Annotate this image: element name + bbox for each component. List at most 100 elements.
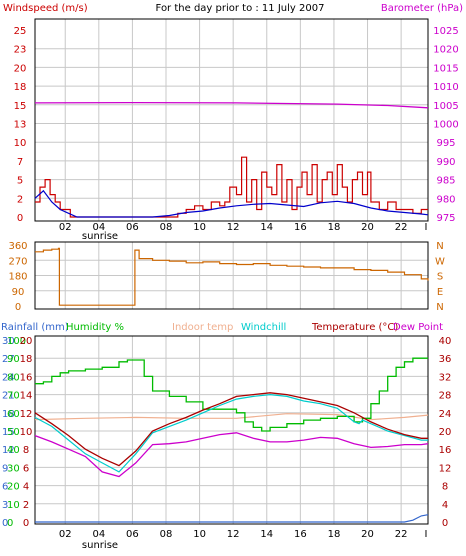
temperature-right-tick-4: 16 (439, 445, 452, 456)
legend-humidity: Humidity % (66, 322, 124, 333)
wind-left-tick-8: 20 (14, 63, 27, 74)
humidity-line (35, 357, 428, 432)
direction-right-tick-2: S (437, 272, 443, 283)
wind-right-tick-1: 980 (436, 194, 455, 205)
wind-xtick-02: 02 (59, 222, 72, 233)
direction-left-tick-2: 180 (8, 272, 27, 283)
temperature-right-tick-2: 8 (442, 482, 448, 493)
temp-tick-4: 8 (23, 445, 29, 456)
humidity-tick-5: 50 (7, 427, 20, 438)
wind-series (34, 101, 429, 218)
barometer-line (34, 101, 429, 109)
direction-series (35, 247, 429, 306)
direction-right-tick-0: N (436, 302, 443, 313)
rain-tick-3: 9 (2, 463, 8, 474)
wind-xtick-18: 18 (328, 222, 341, 233)
temperature-xtick-06: 06 (126, 529, 139, 540)
humidity-tick-0: 0 (7, 518, 13, 529)
wind-xtick-06: 06 (126, 222, 139, 233)
humidity-tick-6: 60 (7, 409, 20, 420)
direction-left-ticks: 0 90 180 270 360 (8, 241, 27, 313)
temperature-right-tick-0: 0 (442, 518, 448, 529)
wind-xtick-04: 04 (92, 222, 105, 233)
direction-panel-frame (34, 241, 429, 310)
wind-right-tick-8: 1015 (433, 63, 458, 74)
legend-indoor-temp: Indoor temp (172, 322, 233, 333)
rain-ticks: 0 3 6 9 12 15 18 21 24 27 30 (2, 336, 15, 529)
rain-tick-0: 0 (2, 518, 8, 529)
direction-right-tick-1: E (437, 287, 443, 298)
wind-right-tick-0: 975 (436, 213, 455, 224)
wind-x-ticks: 02 04 06 08 10 12 14 16 18 20 22 I (59, 222, 428, 233)
rainfall-line (35, 514, 429, 523)
temperature-xtick-18: 18 (328, 529, 341, 540)
temperature-xtick-22: 22 (395, 529, 408, 540)
wind-right-tick-10: 1025 (433, 26, 458, 37)
temperature-panel-frame (34, 335, 429, 525)
rain-tick-4: 12 (2, 445, 15, 456)
temp-tick-10: 20 (20, 336, 33, 347)
legend-rainfall: Rainfall (mm) (1, 322, 69, 333)
direction-left-tick-3: 270 (8, 256, 27, 267)
temp-tick-1: 2 (23, 500, 29, 511)
wind-gridlines (35, 19, 428, 221)
direction-left-tick-0: 0 (15, 302, 21, 313)
temperature-right-tick-3: 12 (439, 463, 452, 474)
rain-tick-9: 27 (2, 354, 15, 365)
direction-gridlines (35, 242, 428, 309)
rain-tick-5: 15 (2, 427, 15, 438)
rain-tick-6: 18 (2, 409, 15, 420)
wind-right-tick-4: 995 (436, 138, 455, 149)
wind-right-tick-9: 1020 (433, 45, 458, 56)
temperature-xtick-10: 10 (193, 529, 206, 540)
temperature-right-tick-9: 36 (439, 354, 452, 365)
temperature-right-tick-5: 20 (439, 427, 452, 438)
temp-tick-7: 14 (20, 391, 33, 402)
humidity-tick-2: 20 (7, 482, 20, 493)
chart-title: For the day prior to : 11 July 2007 (156, 3, 325, 14)
temperature-sunrise-label: sunrise (82, 540, 118, 551)
humidity-tick-10: 100 (7, 336, 26, 347)
temperature-xtick-08: 08 (160, 529, 173, 540)
temperature-gridlines (35, 336, 428, 524)
temperature-series (34, 357, 429, 523)
wind-left-tick-2: 5 (17, 176, 23, 187)
humidity-tick-3: 30 (7, 463, 20, 474)
wind-right-ticks: 975 980 985 990 995 1000 1005 1010 1015 1020 1025 (433, 26, 458, 224)
humidity-tick-9: 90 (7, 354, 20, 365)
temp-tick-9: 18 (20, 354, 33, 365)
wind-right-tick-2: 985 (436, 176, 455, 187)
wind-right-tick-6: 1005 (433, 101, 458, 112)
temp-tick-0: 0 (23, 518, 29, 529)
temperature-legend: Rainfall (mm) Humidity % Indoor temp Win… (1, 322, 443, 333)
legend-windchill: Windchill (241, 322, 286, 333)
temp-tick-2: 4 (23, 482, 29, 493)
wind-left-tick-6: 15 (14, 101, 27, 112)
temperature-right-tick-7: 28 (439, 391, 452, 402)
wind-left-tick-7: 18 (14, 82, 27, 93)
temp-ticks: 0 2 4 6 8 10 12 14 16 18 20 (20, 336, 33, 529)
rain-tick-8: 24 (2, 372, 15, 383)
rain-tick-10: 30 (2, 336, 15, 347)
temperature-xtick-20: 20 (361, 529, 374, 540)
humidity-tick-8: 80 (7, 372, 20, 383)
wind-left-tick-4: 10 (14, 138, 27, 149)
direction-right-tick-4: N (436, 241, 443, 252)
dew-point-line (34, 432, 429, 478)
temperature-right-tick-8: 32 (439, 372, 452, 383)
temperature-xtick-02: 02 (59, 529, 72, 540)
legend-temperature: Temperature (°C) (311, 322, 398, 333)
barometer-axis-title: Barometer (hPa) (381, 3, 463, 14)
temp-tick-5: 10 (20, 427, 33, 438)
humidity-tick-4: 40 (7, 445, 20, 456)
temperature-right-ticks: 0 4 8 12 16 20 24 28 32 36 40 (439, 336, 452, 529)
wind-left-tick-5: 13 (14, 120, 27, 131)
temperature-xtick-12: 12 (227, 529, 240, 540)
temperature-right-tick-1: 4 (442, 500, 448, 511)
windspeed-axis-title: Windspeed (m/s) (3, 3, 88, 14)
temperature-xtick-14: 14 (260, 529, 273, 540)
